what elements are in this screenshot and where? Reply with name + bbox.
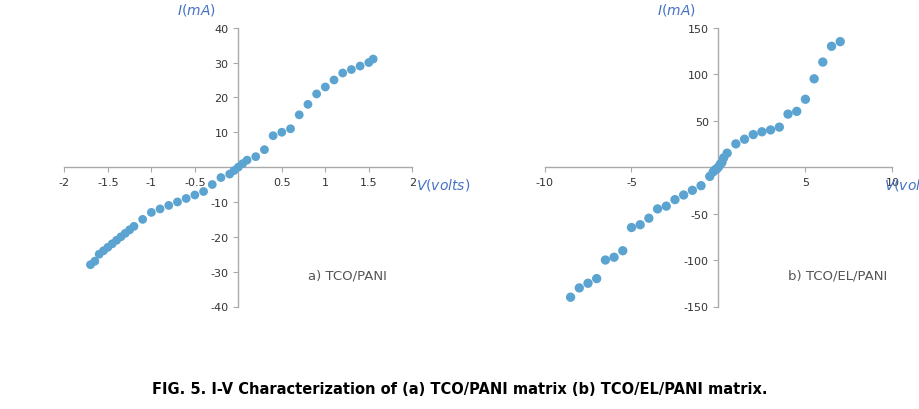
Point [187, 192, 202, 199]
Point [658, 203, 673, 210]
Point [135, 216, 150, 223]
Text: $\mathit{I}$$\mathit{(mA)}$: $\mathit{I}$$\mathit{(mA)}$ [657, 2, 696, 18]
Point [780, 112, 795, 118]
Point [222, 171, 237, 178]
Point [226, 168, 241, 174]
Text: $\mathit{I}$$\mathit{(mA)}$: $\mathit{I}$$\mathit{(mA)}$ [177, 2, 216, 18]
Point [335, 70, 350, 77]
Text: $\mathit{V}$$\mathit{(volts)}$: $\mathit{V}$$\mathit{(volts)}$ [415, 176, 470, 192]
Point [344, 67, 358, 74]
Point [814, 60, 829, 66]
Point [797, 97, 811, 103]
Text: FIG. 5. I-V Characterization of (a) TCO/PANI matrix (b) TCO/EL/PANI matrix.: FIG. 5. I-V Characterization of (a) TCO/… [152, 381, 767, 396]
Point [235, 161, 250, 168]
Point [745, 132, 760, 139]
Point [580, 280, 595, 287]
Point [832, 39, 846, 46]
Text: a) TCO/PANI: a) TCO/PANI [308, 269, 386, 282]
Point [806, 76, 821, 83]
Point [291, 112, 306, 119]
Point [105, 241, 119, 247]
Point [728, 141, 743, 148]
Point [266, 133, 280, 139]
Text: $\mathit{V}$$\mathit{(volts)}$: $\mathit{V}$$\mathit{(volts)}$ [883, 176, 919, 192]
Point [562, 294, 577, 301]
Point [144, 209, 159, 216]
Point [213, 175, 228, 181]
Point [161, 202, 176, 209]
Point [823, 44, 838, 50]
Point [572, 285, 586, 292]
Point [318, 85, 333, 91]
Point [719, 151, 733, 157]
Point [113, 234, 128, 240]
Point [736, 137, 751, 143]
Point [763, 127, 777, 134]
Point [326, 77, 341, 84]
Point [248, 154, 263, 160]
Point [92, 251, 107, 258]
Point [178, 196, 193, 202]
Point [693, 183, 708, 189]
Point [240, 157, 255, 164]
Point [632, 222, 647, 229]
Point [100, 244, 115, 251]
Point [153, 206, 167, 213]
Point [366, 56, 380, 63]
Point [709, 166, 723, 173]
Text: b) TCO/EL/PANI: b) TCO/EL/PANI [788, 269, 886, 282]
Point [83, 262, 97, 268]
Point [710, 164, 725, 171]
Point [361, 60, 376, 67]
Point [623, 225, 638, 231]
Point [205, 182, 220, 188]
Point [685, 188, 699, 194]
Point [597, 257, 612, 264]
Point [650, 206, 664, 213]
Point [309, 91, 323, 98]
Point [615, 248, 630, 254]
Point [283, 126, 298, 133]
Point [87, 258, 102, 265]
Point [118, 230, 132, 237]
Point [231, 164, 245, 171]
Point [256, 147, 271, 153]
Point [109, 237, 124, 244]
Point [606, 254, 620, 261]
Point [196, 189, 210, 195]
Point [667, 197, 682, 203]
Point [754, 129, 768, 136]
Point [274, 130, 289, 136]
Point [352, 63, 367, 70]
Point [716, 155, 731, 162]
Point [122, 227, 137, 234]
Point [301, 102, 315, 108]
Point [127, 223, 142, 230]
Point [170, 199, 185, 206]
Point [96, 248, 111, 254]
Point [789, 109, 803, 115]
Point [712, 162, 727, 168]
Point [589, 276, 604, 282]
Point [707, 167, 721, 174]
Point [641, 216, 655, 222]
Point [705, 169, 720, 175]
Point [771, 125, 786, 131]
Point [714, 160, 729, 166]
Point [701, 174, 716, 180]
Point [675, 192, 690, 199]
